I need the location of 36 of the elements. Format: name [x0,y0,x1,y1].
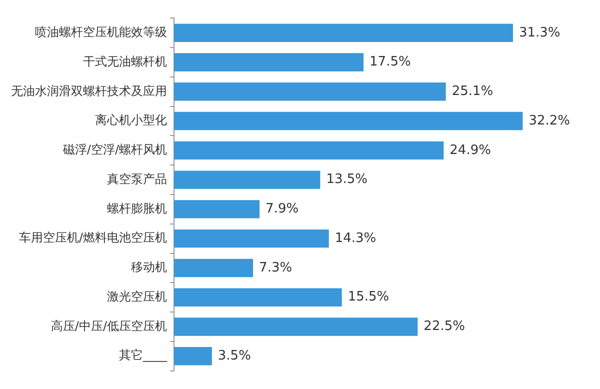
bar [174,141,444,160]
y-tick-label: 移动机 [131,260,167,274]
data-label: 25.1% [452,84,494,100]
bar [174,170,320,189]
data-label: 15.5% [348,290,390,305]
bar [174,288,342,306]
bar [174,229,329,248]
data-label: 3.5% [218,348,251,364]
data-label: 32.2% [528,113,570,128]
bar [174,258,254,278]
data-label: 17.5% [370,54,411,70]
y-tick-label: 螺杆膨胀机 [107,201,167,216]
y-tick-label: 离心机小型化 [95,113,167,128]
y-tick-label: 其它____ [119,348,168,362]
data-label: 14.3% [334,230,376,246]
y-tick-label: 激光空压机 [107,289,167,304]
y-tick-label: 无油水润滑双螺杆技术及应用 [11,84,167,98]
bar [174,53,364,72]
bar [174,112,523,130]
data-label: 22.5% [424,319,465,334]
bar [174,347,212,366]
y-tick-label: 干式无油螺杆机 [83,54,167,68]
data-label: 7.9% [266,202,299,217]
bar [174,82,446,101]
data-label: 13.5% [326,172,368,188]
y-tick-label: 磁浮/空浮/螺杆风机 [62,142,167,157]
y-tick-label: 高压/中压/低压空压机 [50,318,167,333]
data-label: 7.3% [259,260,292,276]
y-tick-label: 车用空压机/燃料电池空压机 [18,230,167,245]
bar [174,200,260,218]
y-tick-label: 真空泵产品 [107,172,167,186]
bar [174,24,513,42]
data-label: 31.3% [518,25,560,40]
y-tick-label: 喷油螺杆空压机能效等级 [35,25,167,40]
bar [174,318,418,336]
data-label: 24.9% [450,142,491,158]
